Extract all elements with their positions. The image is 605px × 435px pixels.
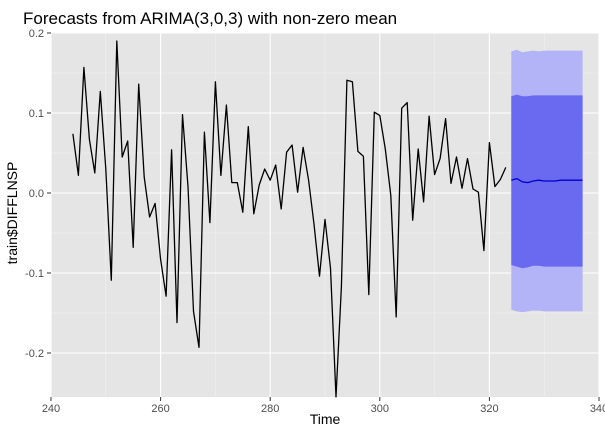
y-tick-label: -0.1 — [25, 268, 44, 280]
y-axis-title: train$DIFFLNSP — [4, 162, 20, 265]
series-lines — [72, 40, 583, 398]
observed-series-line — [72, 40, 507, 398]
y-tick-label: 0.1 — [29, 108, 44, 120]
x-tick-label: 240 — [42, 403, 60, 415]
x-tick-label: 320 — [480, 403, 498, 415]
chart-title: Forecasts from ARIMA(3,0,3) with non-zer… — [23, 9, 397, 28]
x-tick-label: 260 — [151, 403, 169, 415]
x-tick-label: 340 — [590, 403, 605, 415]
y-tick-label: 0.2 — [29, 28, 44, 40]
y-tick-label: 0.0 — [29, 188, 44, 200]
x-axis-title: Time — [310, 411, 341, 427]
x-tick-label: 280 — [261, 403, 279, 415]
axes: 240 260 280 300 320 340 -0.2 -0.1 0.0 0.1 0.2 — [25, 28, 605, 415]
y-tick-label: -0.2 — [25, 348, 44, 360]
x-tick-label: 300 — [371, 403, 389, 415]
forecast-series-line — [511, 177, 583, 184]
